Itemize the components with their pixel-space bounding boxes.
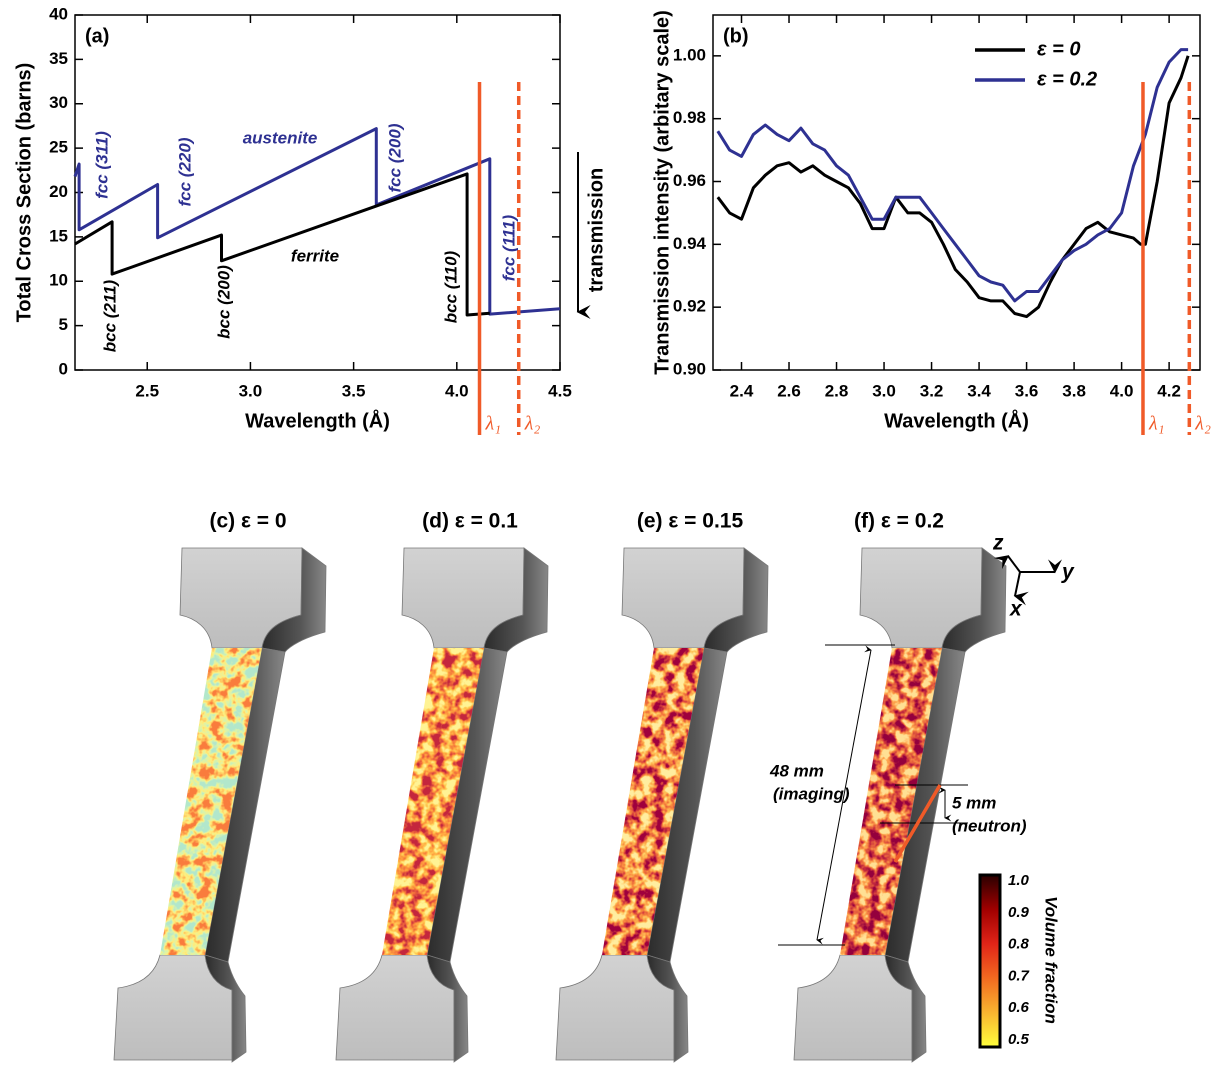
x-tick-label: 4.5 — [548, 381, 572, 400]
y-tick-label: 0 — [59, 359, 68, 378]
axis-letter: z — [992, 532, 1004, 555]
series-line — [74, 172, 490, 317]
colorbar — [978, 873, 1002, 1049]
y-tick-label: 30 — [49, 93, 68, 112]
colorbar-tick-label: 0.7 — [1008, 967, 1030, 984]
x-tick-label: 4.0 — [445, 381, 469, 400]
dimension-label: 48 mm — [769, 761, 824, 780]
annotation: fcc (220) — [175, 137, 194, 206]
axis-letter: y — [1061, 561, 1075, 584]
y-axis-title: Total Cross Section (barns) — [13, 63, 35, 323]
x-axis-title: Wavelength (Å) — [245, 408, 390, 432]
annotation: austenite — [243, 128, 318, 147]
y-tick-label: 0.96 — [673, 171, 706, 190]
grip-bottom-side — [204, 954, 247, 1063]
annotation: fcc (311) — [92, 131, 111, 199]
y-tick-label: 5 — [59, 315, 68, 334]
annotation: bcc (110) — [441, 250, 460, 323]
y-tick-label: 0.92 — [673, 297, 706, 316]
marker-label: λ₁ — [485, 413, 502, 435]
beam-line — [893, 784, 942, 863]
panel-label: (a) — [85, 25, 109, 47]
series-line — [716, 55, 1190, 319]
marker-label: λ₂ — [524, 413, 541, 435]
annotation: bcc (200) — [214, 265, 233, 339]
specimen — [113, 547, 327, 1063]
colorbar-tick-label: 0.8 — [1008, 936, 1030, 953]
series-line — [716, 48, 1189, 303]
x-axis-title: Wavelength (Å) — [884, 408, 1029, 432]
specimen — [335, 547, 549, 1063]
legend-label: ε = 0 — [1037, 38, 1081, 60]
y-axis-title: Transmission intensity (arbitary scale) — [651, 10, 673, 375]
x-tick-label: 4.2 — [1157, 381, 1181, 400]
phase-map — [382, 648, 484, 955]
x-tick-label: 3.8 — [1062, 381, 1086, 400]
y-tick-label: 0.94 — [673, 234, 707, 253]
dimension-label: (imaging) — [773, 784, 850, 803]
grip-bottom-side — [884, 954, 927, 1063]
x-tick-label: 4.0 — [1110, 381, 1134, 400]
y-tick-label: 1.00 — [673, 45, 706, 64]
axis-letter: x — [1009, 598, 1023, 621]
x-tick-label: 3.0 — [239, 381, 263, 400]
annotation: bcc (211) — [100, 279, 119, 352]
panel-label: (b) — [723, 25, 749, 47]
x-tick-label: 3.6 — [1015, 381, 1039, 400]
x-tick-label: 3.2 — [920, 381, 944, 400]
legend-label: ε = 0.2 — [1037, 68, 1097, 90]
x-tick-label: 3.0 — [872, 381, 896, 400]
colorbar-tick-label: 0.6 — [1008, 999, 1030, 1016]
specimen — [555, 547, 769, 1063]
x-tick-label: 2.6 — [777, 381, 801, 400]
x-tick-label: 3.4 — [967, 381, 991, 400]
axis-arrow — [993, 555, 1021, 573]
specimen — [793, 547, 1007, 1063]
x-tick-label: 2.8 — [825, 381, 849, 400]
arrow-label: transmission — [585, 168, 607, 292]
y-tick-label: 25 — [49, 138, 68, 157]
dimension-arrow — [816, 645, 872, 945]
grip-bottom-side — [426, 954, 469, 1063]
marker-label: λ₂ — [1194, 413, 1211, 435]
annotation: fcc (200) — [385, 123, 404, 192]
y-tick-label: 15 — [49, 226, 68, 245]
plot-frame — [712, 14, 1201, 371]
y-tick-label: 10 — [49, 271, 68, 290]
panel-title: (d) ε = 0.1 — [422, 510, 518, 533]
x-tick-label: 2.4 — [730, 381, 754, 400]
phase-map — [160, 648, 262, 955]
series-line — [73, 127, 561, 316]
x-tick-label: 3.5 — [342, 381, 366, 400]
y-tick-label: 20 — [49, 182, 68, 201]
y-tick-label: 0.90 — [673, 359, 706, 378]
plot-frame — [74, 14, 561, 371]
axis-arrow — [1013, 571, 1029, 606]
phase-map — [602, 648, 704, 955]
x-tick-label: 2.5 — [135, 381, 159, 400]
dimension-label: (neutron) — [952, 816, 1027, 835]
y-tick-label: 35 — [49, 49, 68, 68]
panel-title: (f) ε = 0.2 — [854, 510, 944, 533]
colorbar-tick-label: 0.9 — [1008, 904, 1030, 921]
marker-label: λ₁ — [1148, 413, 1165, 435]
grip-bottom-side — [646, 954, 689, 1063]
annotation: fcc (111) — [499, 214, 518, 281]
annotation: ferrite — [291, 246, 339, 265]
colorbar-tick-label: 0.5 — [1008, 1031, 1030, 1048]
colorbar-tick-label: 1.0 — [1008, 872, 1030, 889]
panel-title: (c) ε = 0 — [209, 510, 286, 533]
dimension-label: 5 mm — [952, 793, 996, 812]
y-tick-label: 40 — [49, 4, 68, 23]
panel-title: (e) ε = 0.15 — [637, 510, 744, 533]
y-tick-label: 0.98 — [673, 108, 706, 127]
colorbar-title: Volume fraction — [1042, 896, 1061, 1024]
